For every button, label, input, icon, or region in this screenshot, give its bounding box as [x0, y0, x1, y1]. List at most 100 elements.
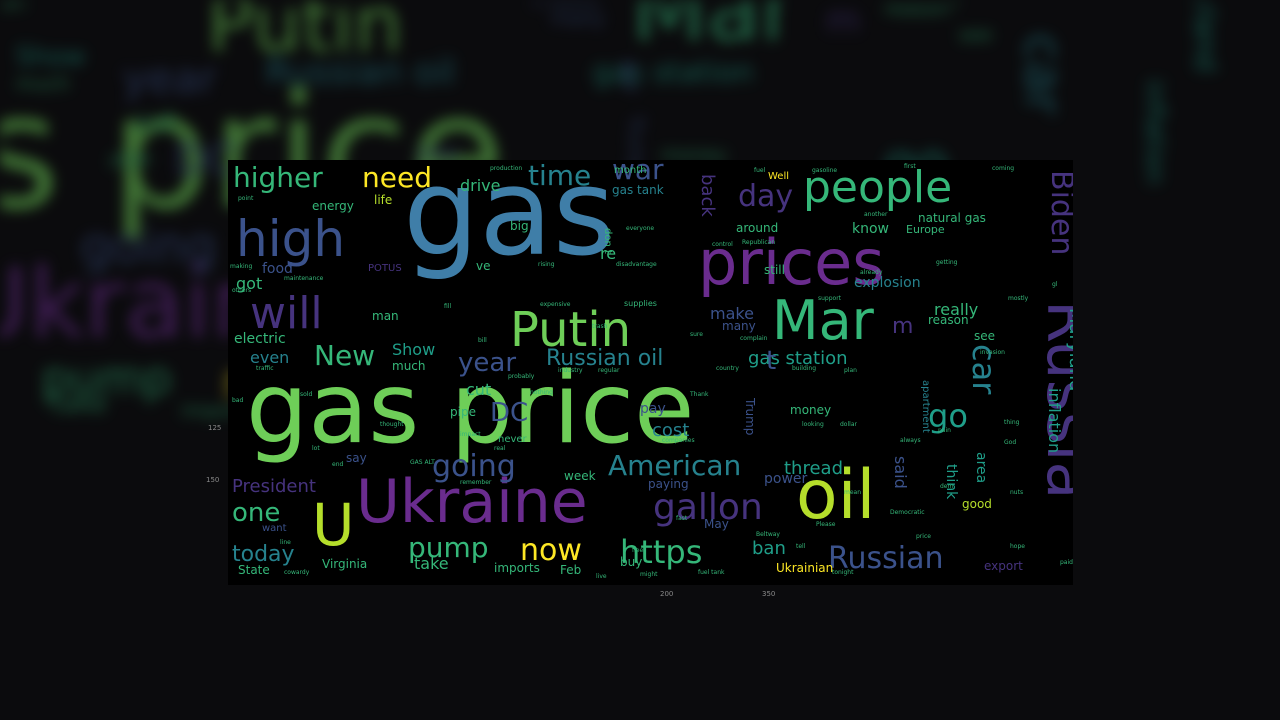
word-new: New: [314, 339, 376, 372]
word-flee: flee: [632, 547, 644, 554]
word-big: big: [510, 219, 529, 233]
word-russian: Russian: [828, 541, 944, 576]
word-buy: buy: [620, 555, 643, 569]
word-day: day: [738, 179, 794, 214]
axis-tick-label: 150: [206, 476, 220, 484]
word-pay: pay: [417, 140, 460, 167]
word-democratic: Democratic: [890, 509, 925, 516]
word-putin: Putin: [206, 0, 403, 70]
word-mostly: mostly: [1008, 295, 1029, 302]
word-control: control: [712, 241, 733, 248]
word-supplies: supplies: [624, 299, 657, 308]
word-https: https: [620, 533, 703, 571]
word-gas: gas: [403, 160, 616, 283]
word-remember: remember: [460, 479, 492, 486]
word-companies: companies: [662, 437, 695, 444]
word-europe: Europe: [906, 223, 945, 236]
word-potus: POTUS: [368, 263, 402, 274]
word-maryland: Maryland: [1065, 308, 1073, 392]
word-reason: reason: [884, 0, 950, 21]
word-looking: looking: [802, 421, 824, 428]
word-car: car: [1012, 33, 1073, 115]
word-show: Show: [15, 41, 86, 72]
word-need: need: [362, 161, 432, 194]
word-others: others: [232, 287, 252, 294]
word-cut: cut: [466, 380, 492, 399]
word-bill: bill: [478, 337, 487, 344]
word-live: live: [596, 573, 607, 580]
word-think: think: [943, 464, 959, 500]
word-prices: prices: [698, 226, 885, 299]
word-well: Well: [768, 171, 790, 182]
word-expensive: expensive: [540, 301, 571, 308]
word-point: point: [238, 195, 254, 202]
word-energy: energy: [312, 199, 354, 213]
word-people: people: [803, 162, 953, 213]
word-high: high: [236, 210, 346, 268]
word-feb: Feb: [560, 563, 582, 577]
word-know: know: [852, 221, 889, 237]
word-much: much: [392, 359, 426, 373]
word-area: area: [973, 452, 989, 484]
word-cut: cut: [135, 106, 177, 137]
word-russia: Russia: [1266, 0, 1280, 189]
word-american: American: [608, 449, 742, 482]
word-going: going: [432, 449, 516, 484]
word-russian-oil: Russian oil: [546, 346, 664, 371]
word-paying: paying: [648, 477, 689, 491]
word-mar: Mar: [631, 0, 797, 62]
word-regular: regular: [598, 367, 620, 374]
word-pay: pay: [640, 401, 666, 417]
word-really: really: [934, 300, 979, 319]
word-trash: trash: [592, 323, 608, 330]
word-many: many: [722, 319, 756, 333]
word-electric: electric: [234, 331, 286, 347]
word-production: production: [490, 165, 523, 172]
word-nuts: nuts: [1010, 489, 1024, 496]
word-hope: hope: [1010, 543, 1025, 550]
word-really: really: [894, 0, 966, 6]
word-sure: sure: [690, 331, 703, 338]
word-drive: drive: [460, 176, 501, 195]
word-t: t: [766, 346, 777, 376]
word-will: will: [250, 288, 323, 339]
word-dem: dem: [940, 483, 954, 490]
word-everyone: everyone: [626, 225, 655, 232]
word-bad: bad: [232, 397, 244, 404]
word-never: never: [498, 434, 527, 445]
word-natural-gas: natural gas: [918, 211, 986, 225]
word-year: year: [458, 348, 517, 378]
word-fast: fast: [676, 515, 688, 522]
word-probably: probably: [508, 373, 535, 380]
word-don-t: don t: [602, 228, 613, 254]
word-inflation: inflation: [1045, 388, 1064, 454]
word-gas-station: gas station: [592, 54, 754, 89]
word-take: take: [414, 554, 449, 573]
word-mar: Mar: [772, 289, 874, 352]
word-one: one: [232, 498, 281, 528]
word-gas-price: gas price: [246, 352, 695, 466]
word-money: money: [790, 403, 832, 417]
word-pain: pain: [938, 427, 951, 434]
word-please: Please: [816, 521, 836, 528]
word-man: man: [372, 309, 399, 323]
word-going: going: [80, 219, 217, 276]
word-might: might: [640, 571, 658, 578]
word-dc: DC: [490, 398, 529, 428]
word-still: still: [764, 263, 785, 277]
word-russian-oil: Russian oil: [265, 51, 456, 93]
word-impact: impact: [460, 431, 481, 438]
word-good: good: [962, 497, 992, 511]
axis-tick-label: 200: [660, 590, 674, 598]
word-god: God: [1004, 439, 1017, 446]
word-rising: rising: [538, 261, 555, 268]
word-virginia: Virginia: [322, 557, 368, 571]
word-say: say: [346, 451, 367, 465]
word-money: money: [660, 143, 728, 167]
word-thread: thread: [784, 458, 844, 479]
word-mean: mean: [844, 489, 862, 496]
word-first: first: [904, 163, 916, 170]
word-plan: plan: [844, 367, 857, 374]
word-lot: lot: [312, 445, 320, 452]
word-want: want: [262, 523, 287, 534]
